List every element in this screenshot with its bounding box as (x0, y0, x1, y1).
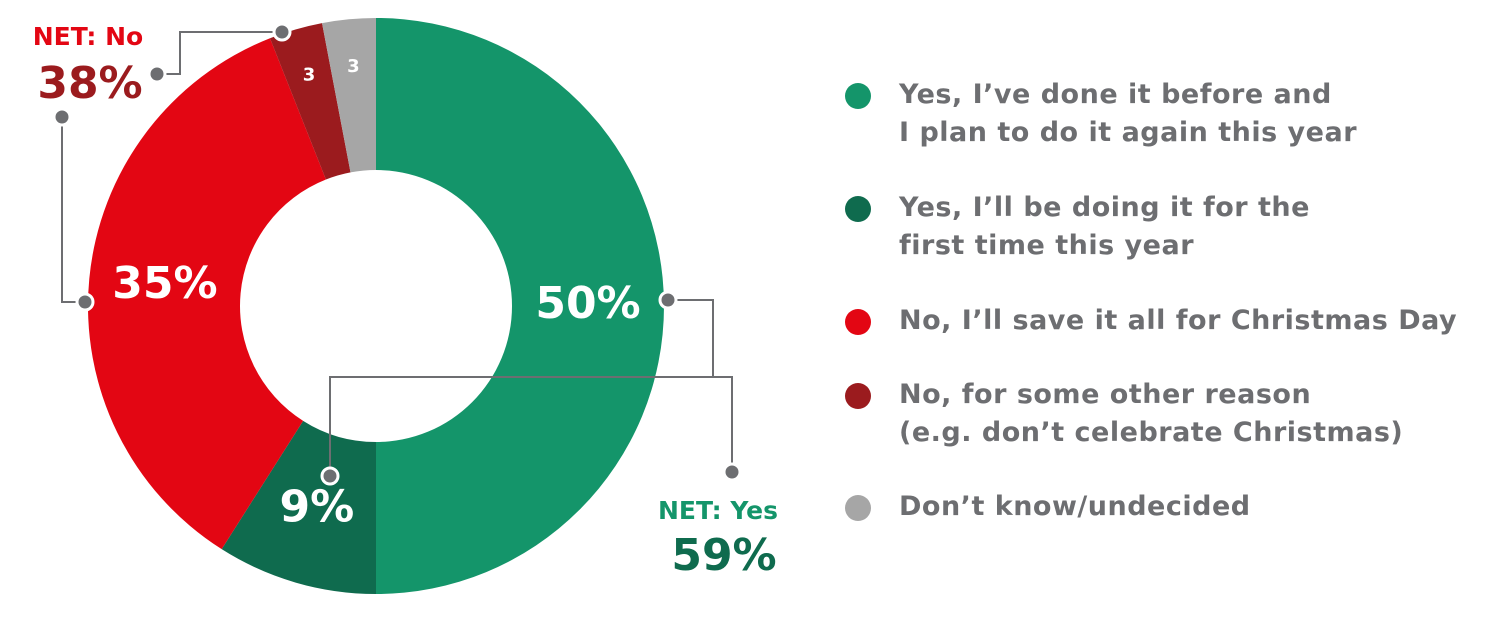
legend-swatch (845, 309, 871, 335)
slice-label: 50% (535, 278, 640, 329)
legend-label: Yes, I’ll be doing it for the first time… (899, 192, 1310, 261)
dot (272, 22, 292, 42)
legend-swatch (845, 383, 871, 409)
slice (88, 38, 326, 550)
legend-item: Yes, I’ll be doing it for the first time… (840, 189, 1500, 265)
dot (658, 290, 678, 310)
legend-label: No, I’ll save it all for Christmas Day (899, 305, 1458, 336)
legend-swatch (845, 83, 871, 109)
dot (75, 292, 95, 312)
legend-swatch (845, 495, 871, 521)
dot (722, 462, 742, 482)
legend-item: No, I’ll save it all for Christmas Day (840, 302, 1500, 340)
legend-label: No, for some other reason (e.g. don’t ce… (899, 379, 1404, 448)
donut (88, 18, 664, 594)
legend-item: Yes, I’ve done it before and I plan to d… (840, 76, 1500, 152)
dot (320, 466, 340, 486)
legend-label: Don’t know/undecided (899, 491, 1251, 522)
slice (376, 18, 664, 594)
net-yes-title: NET: Yes (658, 496, 778, 525)
slice-label: 9% (280, 482, 355, 533)
bracket-dots (52, 22, 742, 486)
slice (221, 420, 376, 594)
net-yes-value: 59% (671, 530, 776, 581)
slice-label: 3 (303, 65, 316, 86)
dot (52, 107, 72, 127)
dot (147, 64, 167, 84)
net-no-title: NET: No (33, 22, 144, 51)
legend-item: No, for some other reason (e.g. don’t ce… (840, 376, 1500, 452)
slice (269, 23, 351, 180)
net-yes-bracket (329, 299, 733, 476)
slice (322, 18, 376, 173)
legend-label: Yes, I’ve done it before and I plan to d… (899, 79, 1358, 148)
slice-label: 3 (347, 56, 360, 77)
net-no-value: 38% (37, 58, 142, 109)
legend-item: Don’t know/undecided (840, 488, 1500, 526)
slice-label: 35% (112, 258, 217, 309)
legend-swatch (845, 196, 871, 222)
